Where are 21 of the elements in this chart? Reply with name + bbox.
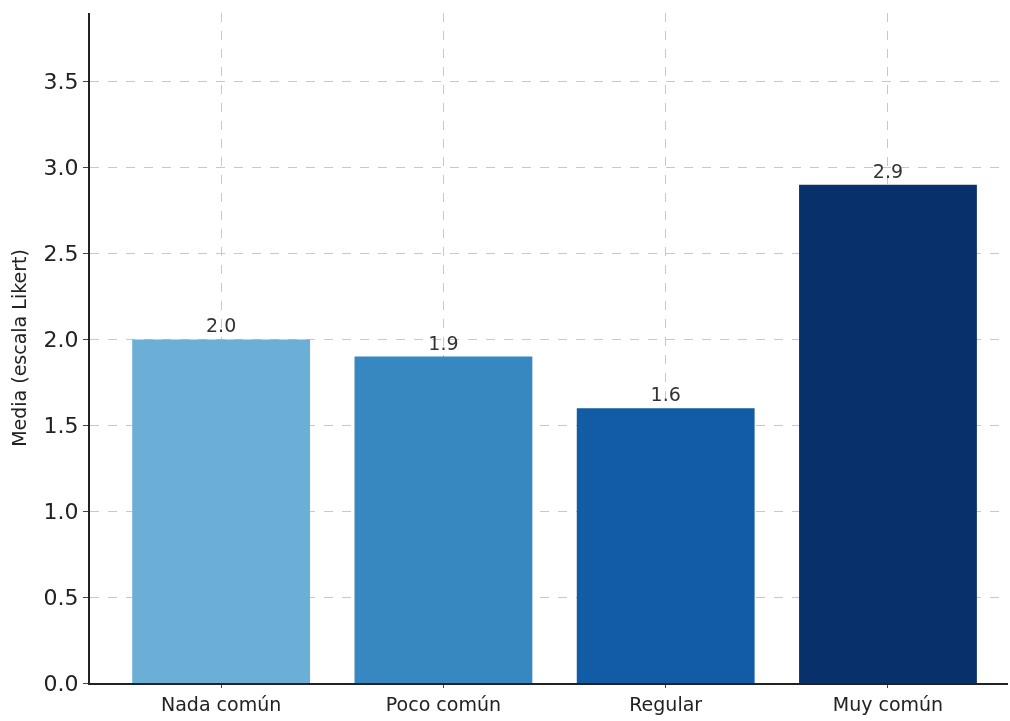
y-tick-label: 0.5	[43, 584, 79, 610]
y-axis-title: Media (escala Likert)	[7, 249, 30, 447]
y-tick-label: 0.0	[43, 670, 79, 696]
x-tick-label: Nada común	[161, 692, 282, 715]
bar	[132, 339, 311, 683]
bar	[576, 408, 755, 683]
bar	[799, 184, 977, 683]
y-tick-label: 3.5	[43, 69, 79, 95]
y-tick-label: 3.0	[43, 155, 79, 181]
y-tick-label: 2.0	[43, 327, 79, 353]
y-tick-label: 1.5	[43, 413, 79, 439]
data-label: 1.6	[650, 383, 681, 406]
data-label: 2.0	[206, 314, 237, 337]
y-tick-label: 1.0	[43, 498, 79, 524]
y-tick-label: 2.5	[43, 241, 79, 267]
bar	[354, 356, 533, 683]
x-tick-label: Muy común	[832, 692, 944, 715]
data-label: 2.9	[872, 159, 904, 182]
data-label: 1.9	[428, 331, 459, 354]
x-tick-label: Regular	[629, 692, 703, 715]
x-tick-label: Poco común	[385, 692, 502, 715]
